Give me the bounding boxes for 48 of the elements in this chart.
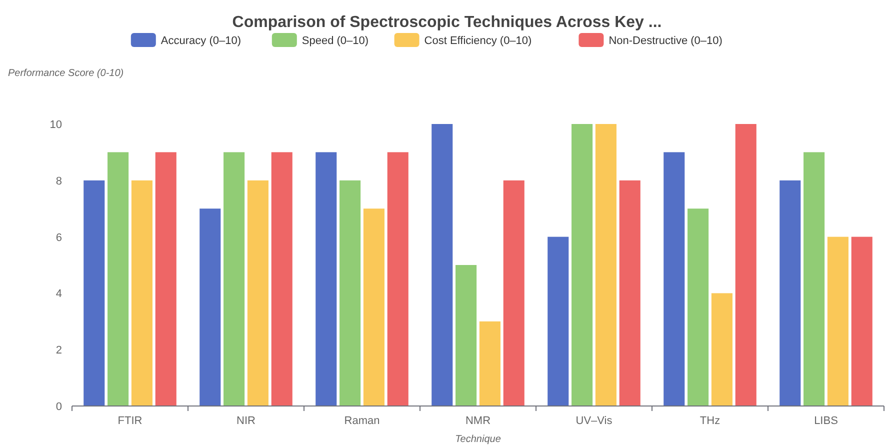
y-tick-label: 0 bbox=[56, 401, 62, 413]
bar bbox=[572, 124, 593, 406]
legend-label: Speed (0–10) bbox=[302, 35, 369, 47]
bar bbox=[503, 180, 524, 406]
bar bbox=[247, 180, 268, 406]
x-tick-label: NIR bbox=[236, 415, 256, 427]
x-tick-label: LIBS bbox=[814, 415, 838, 427]
x-tick-label: FTIR bbox=[118, 415, 142, 427]
bar bbox=[804, 152, 825, 406]
bar bbox=[711, 293, 732, 406]
legend-label: Non-Destructive (0–10) bbox=[608, 35, 722, 47]
bar bbox=[456, 265, 477, 406]
bar bbox=[155, 152, 176, 406]
bar bbox=[735, 124, 756, 406]
bar bbox=[131, 180, 152, 406]
x-tick-label: Raman bbox=[344, 415, 380, 427]
bar bbox=[479, 321, 500, 406]
bar bbox=[827, 236, 848, 406]
bar bbox=[548, 236, 569, 406]
bar bbox=[387, 152, 408, 406]
bar bbox=[271, 152, 292, 406]
bar bbox=[432, 124, 453, 406]
x-axis-title: Technique bbox=[455, 434, 502, 445]
bar bbox=[316, 152, 337, 406]
x-tick-label: THz bbox=[700, 415, 720, 427]
bar bbox=[84, 180, 105, 406]
bar bbox=[851, 236, 872, 406]
bar bbox=[595, 124, 616, 406]
bar bbox=[224, 152, 245, 406]
x-tick-label: NMR bbox=[465, 415, 491, 427]
y-tick-label: 6 bbox=[56, 232, 62, 244]
bar bbox=[688, 208, 709, 406]
bar bbox=[363, 208, 384, 406]
legend-label: Cost Efficiency (0–10) bbox=[424, 35, 532, 47]
bar bbox=[619, 180, 640, 406]
chart-title: Comparison of Spectroscopic Techniques Across Key ... bbox=[232, 14, 662, 31]
bar bbox=[340, 180, 361, 406]
y-tick-label: 4 bbox=[56, 288, 62, 300]
legend-label: Accuracy (0–10) bbox=[160, 35, 241, 47]
y-tick-label: 2 bbox=[56, 344, 62, 357]
bar bbox=[108, 152, 129, 406]
x-tick-label: UV–Vis bbox=[576, 415, 613, 427]
y-tick-label: 8 bbox=[56, 175, 62, 188]
bar bbox=[664, 152, 685, 406]
y-tick-label: 10 bbox=[50, 119, 62, 131]
bar bbox=[780, 180, 801, 406]
bar bbox=[200, 208, 221, 406]
y-axis-title: Performance Score (0-10) bbox=[8, 68, 124, 79]
